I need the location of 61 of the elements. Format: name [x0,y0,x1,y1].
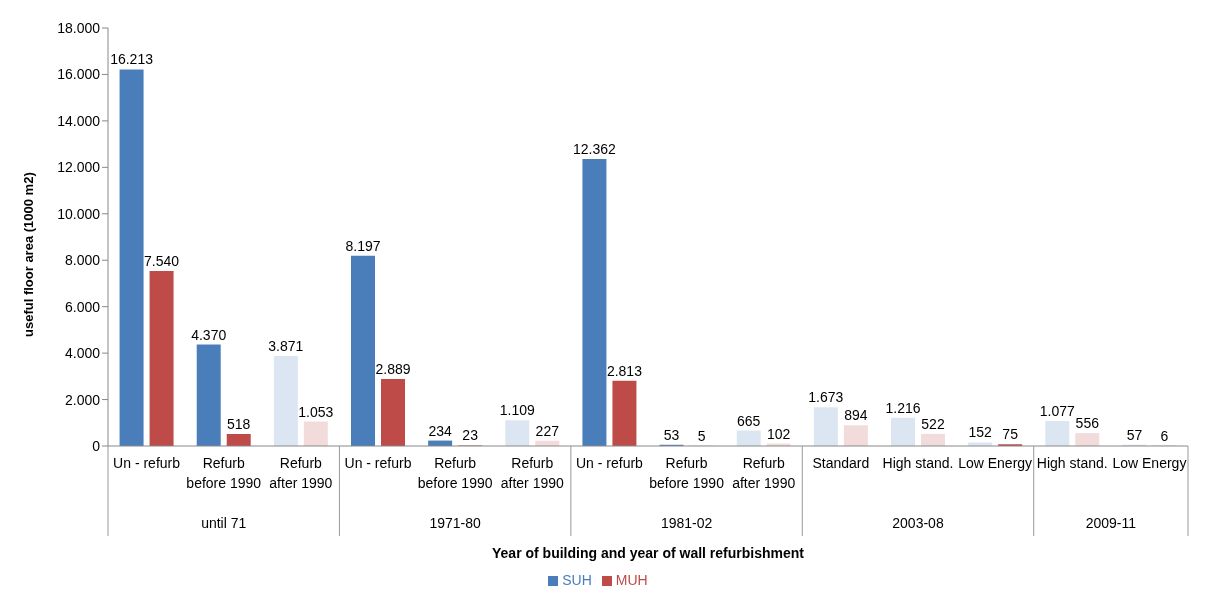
data-label: 6 [1160,427,1169,444]
data-label: 4.370 [191,326,227,343]
y-tick-label: 2.000 [64,391,101,408]
legend-label: SUH [562,572,592,588]
x-tick-label: Refurb before 1990 [649,455,725,491]
text: 2003-08 [892,515,944,531]
data-label: 16.213 [110,51,154,68]
y-tick-label: 0 [92,437,101,454]
data-label: 7.540 [144,252,180,269]
legend-label: MUH [615,572,648,588]
x-axis-title: Year of building and year of wall refurbishment [492,545,805,561]
data-label: 53 [663,426,680,443]
text: until 71 [201,515,247,531]
y-tick-label: 8.000 [64,252,101,269]
x-tick-label: Refurb after 1990 [269,455,333,491]
data-label: 8.197 [345,237,381,254]
x-tick-label: High stand. [882,455,954,471]
y-tick-label: 14.000 [57,112,101,129]
data-label: 2.889 [375,360,411,377]
data-label: 2.813 [606,362,643,379]
data-label: 1.673 [808,389,844,406]
x-tick-label: Refurb after 1990 [732,455,796,491]
data-label: 1.216 [885,399,921,416]
x-tick-label: Refurb before 1990 [417,455,493,491]
x-tick-label: Low Energy [958,455,1033,471]
text: 2009-11 [1085,515,1137,531]
data-label: 75 [1002,426,1019,443]
y-tick-label: 10.000 [57,205,101,222]
data-label: 152 [968,424,993,441]
data-label: 23 [462,427,479,444]
data-label: 3.871 [268,338,304,355]
data-label: 5 [697,427,706,444]
data-label: 894 [844,407,868,424]
x-tick-label: Low Energy [1112,455,1187,471]
data-label: 1.077 [1039,402,1076,419]
y-tick-label: 16.000 [57,66,101,83]
data-label: 57 [1126,426,1143,443]
x-tick-label: High stand. [1036,455,1108,471]
x-tick-label: Refurb before 1990 [186,455,262,491]
data-label: 12.362 [573,140,617,157]
data-label: 1.053 [298,403,334,420]
y-axis-title: useful floor area (1000 m2) [20,172,36,337]
x-tick-label: Refurb after 1990 [500,455,565,491]
data-label: 665 [737,412,761,429]
y-tick-label: 18.000 [57,19,101,36]
x-tick-label: Un - refurb [344,455,412,471]
x-tick-label: Standard [812,455,870,471]
text: 1971-80 [429,515,482,531]
data-label: 522 [921,415,945,432]
data-label: 227 [535,422,560,439]
data-label: 1.109 [499,402,536,419]
text: 1981-02 [660,515,713,531]
data-label: 102 [767,425,791,442]
x-tick-label: Un - refurb [113,455,181,471]
data-label: 556 [1075,415,1100,432]
data-label: 518 [227,415,251,432]
x-tick-label: Un - refurb [575,455,644,471]
y-tick-label: 12.000 [57,159,101,176]
y-tick-label: 6.000 [64,298,101,315]
data-label: 234 [428,422,453,439]
y-tick-label: 4.000 [64,345,101,362]
